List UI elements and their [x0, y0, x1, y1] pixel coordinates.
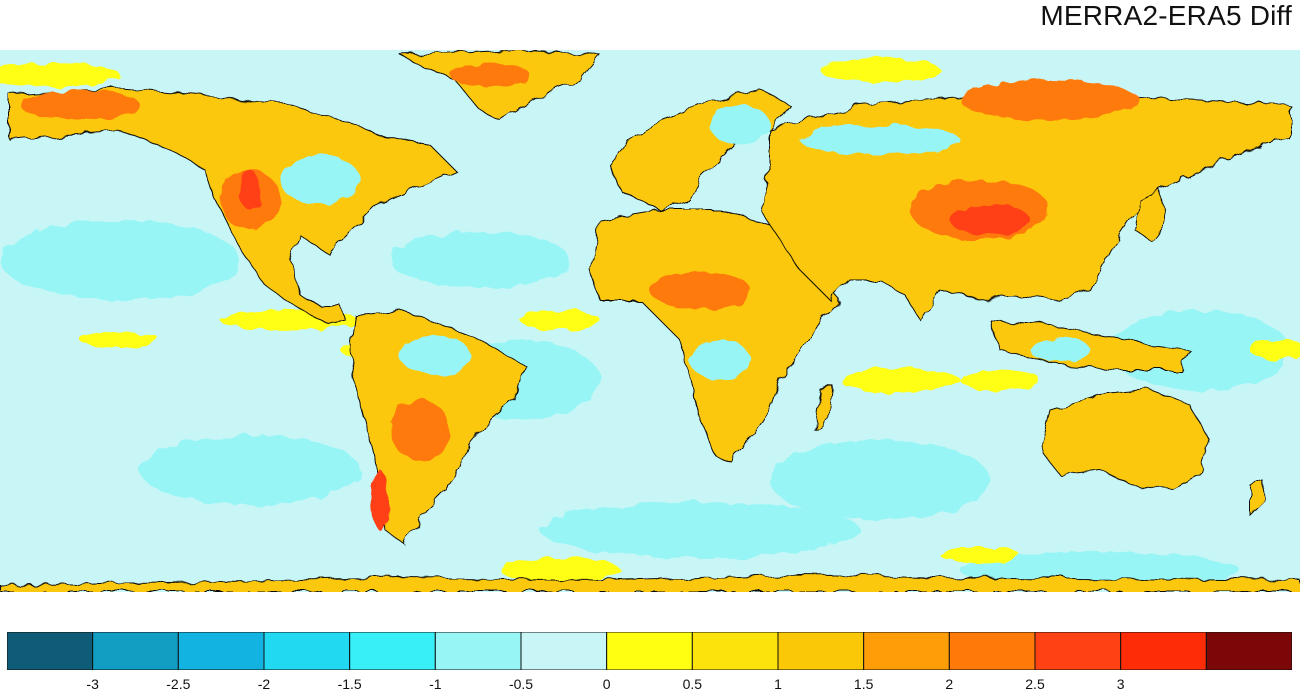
colorbar-label: -3 — [86, 676, 99, 692]
very-hot-patches — [240, 170, 1030, 530]
colorbar — [7, 632, 1292, 670]
australia — [1039, 389, 1211, 491]
cool-patch — [800, 125, 960, 155]
cool-patch — [400, 335, 470, 375]
colorbar-label: -1.5 — [337, 676, 362, 692]
colorbar-swatch — [92, 632, 179, 670]
new-zealand — [1249, 479, 1266, 517]
ocean-positive-bands — [0, 58, 1300, 582]
colorbar-swatch — [1034, 632, 1122, 670]
ocean-band — [500, 558, 620, 582]
very-hot-patch — [240, 170, 260, 210]
ocean-patch — [0, 220, 240, 300]
colorbar-label: -0.5 — [508, 676, 534, 692]
cool-land-patches — [280, 105, 1090, 380]
madagascar — [814, 384, 833, 432]
colorbar-swatch — [691, 632, 779, 670]
hot-patch — [650, 270, 750, 310]
colorbar-label: -2.5 — [166, 676, 191, 692]
hot-patch — [20, 90, 140, 120]
colorbar-swatch — [777, 632, 865, 670]
ocean-patch — [540, 502, 860, 558]
ocean-patch — [770, 440, 990, 520]
japan — [1134, 189, 1166, 241]
ocean-band — [960, 370, 1040, 390]
ocean-band — [520, 310, 600, 330]
colorbar-swatch — [606, 632, 693, 670]
colorbar-swatch — [7, 632, 94, 670]
ocean-band — [80, 332, 160, 348]
hot-patch — [960, 80, 1140, 120]
colorbar-swatch — [263, 632, 351, 670]
colorbar-label: 3 — [1116, 676, 1125, 692]
cool-patch — [280, 155, 360, 205]
colorbar-swatch — [1205, 632, 1292, 670]
colorbar-swatch — [1120, 632, 1207, 670]
colorbar-label: 0.5 — [682, 676, 703, 692]
ocean-band — [840, 368, 960, 392]
hot-patch — [450, 63, 530, 87]
colorbar-label: 2 — [945, 676, 954, 692]
cool-patch — [710, 105, 770, 145]
hot-patch — [390, 400, 450, 460]
colorbar-swatch — [177, 632, 265, 670]
colorbar-label: -2 — [257, 676, 271, 692]
colorbar-label: 2.5 — [1025, 676, 1045, 692]
cool-patch — [690, 340, 750, 380]
colorbar-swatch — [863, 632, 950, 670]
cool-patch — [1030, 338, 1090, 362]
antarctica — [0, 574, 1300, 592]
colorbar-label: -1 — [429, 676, 442, 692]
ocean-band — [940, 547, 1020, 563]
colorbar-label: 1 — [774, 676, 782, 692]
ocean-patch — [140, 435, 360, 505]
ocean-band — [1250, 340, 1300, 360]
ocean-band — [820, 58, 940, 82]
colorbar-label: 0 — [602, 676, 611, 692]
colorbar-label: 1.5 — [853, 676, 874, 692]
world-map — [0, 50, 1300, 592]
colorbar-swatch — [520, 632, 608, 670]
colorbar-swatch — [948, 632, 1036, 670]
ocean-band — [0, 63, 120, 87]
colorbar-labels: -3 -2.5 -2 -1.5 -1 -0.5 0 0.5 1 1.5 2 2.5 3 — [7, 676, 1292, 696]
colorbar-swatch — [349, 632, 436, 670]
colorbar-swatch — [434, 632, 522, 670]
map-title: MERRA2-ERA5 Diff — [1040, 0, 1292, 31]
ocean-patch — [390, 232, 570, 288]
very-hot-patch — [950, 205, 1030, 235]
very-hot-patch — [372, 470, 388, 530]
